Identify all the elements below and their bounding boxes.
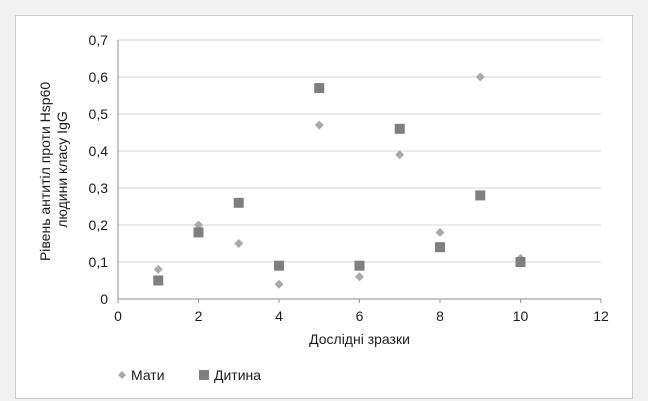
x-tick-label: 2 [195,308,203,324]
mother-point [314,120,324,130]
legend-label-mother: Мати [131,367,165,383]
child-point [435,242,445,253]
child-point [193,227,204,238]
y-tick-label: 0,2 [89,217,109,233]
y-axis-title-line-1: Рівень антитіл проти Hsp60 [37,82,53,261]
y-tick-label: 0 [100,291,108,307]
scatter-chart: 0 0,1 0,2 0,3 0,4 0,5 0,6 0,7 0 2 4 6 8 10 12 Дослідні… [37,32,609,383]
child-point [274,260,284,271]
y-tick-label: 0,3 [89,180,109,196]
mother-point [194,220,203,230]
mother-point [435,227,445,237]
y-axis-title: Рівень антитіл проти Hsp60 людини класу … [37,78,70,261]
y-tick-label: 0,4 [89,143,109,159]
grid-lines [118,39,601,263]
child-point [314,83,325,94]
y-tick-label: 0,5 [89,106,109,122]
mother-point [355,272,364,282]
x-tick-label: 0 [114,308,122,324]
x-tick-label: 10 [513,308,529,324]
child-point [475,190,486,201]
mother-point [153,264,163,274]
child-point [233,197,244,208]
x-axis-title: Дослідні зразки [309,331,410,347]
legend-marker-square [199,370,209,380]
chart-frame: 0 0,1 0,2 0,3 0,4 0,5 0,6 0,7 0 2 4 6 8 10 12 Дослідні… [15,15,633,399]
legend-label-child: Дитина [214,367,261,383]
tick-labels: 0 0,1 0,2 0,3 0,4 0,5 0,6 0,7 0 2 4 6 8 10 12 [89,32,609,324]
legend: Мати Дитина [118,367,261,383]
child-point [153,275,164,286]
data-points [153,72,526,289]
mother-point [395,150,405,160]
y-axis-title-line-2: людини класу IgG [54,111,70,227]
legend-marker-diamond [118,371,126,379]
y-tick-label: 0,6 [89,69,109,85]
mother-point [234,239,244,248]
child-point [515,257,526,267]
x-tick-label: 12 [593,308,609,324]
axes [117,40,602,303]
mother-point [475,72,485,82]
child-point [394,123,405,134]
x-tick-label: 6 [356,308,364,324]
mother-point [274,279,284,289]
x-tick-label: 4 [275,308,283,324]
child-point [354,260,365,271]
x-tick-label: 8 [436,308,444,324]
y-tick-label: 0,1 [89,254,109,270]
y-tick-label: 0,7 [89,32,109,48]
